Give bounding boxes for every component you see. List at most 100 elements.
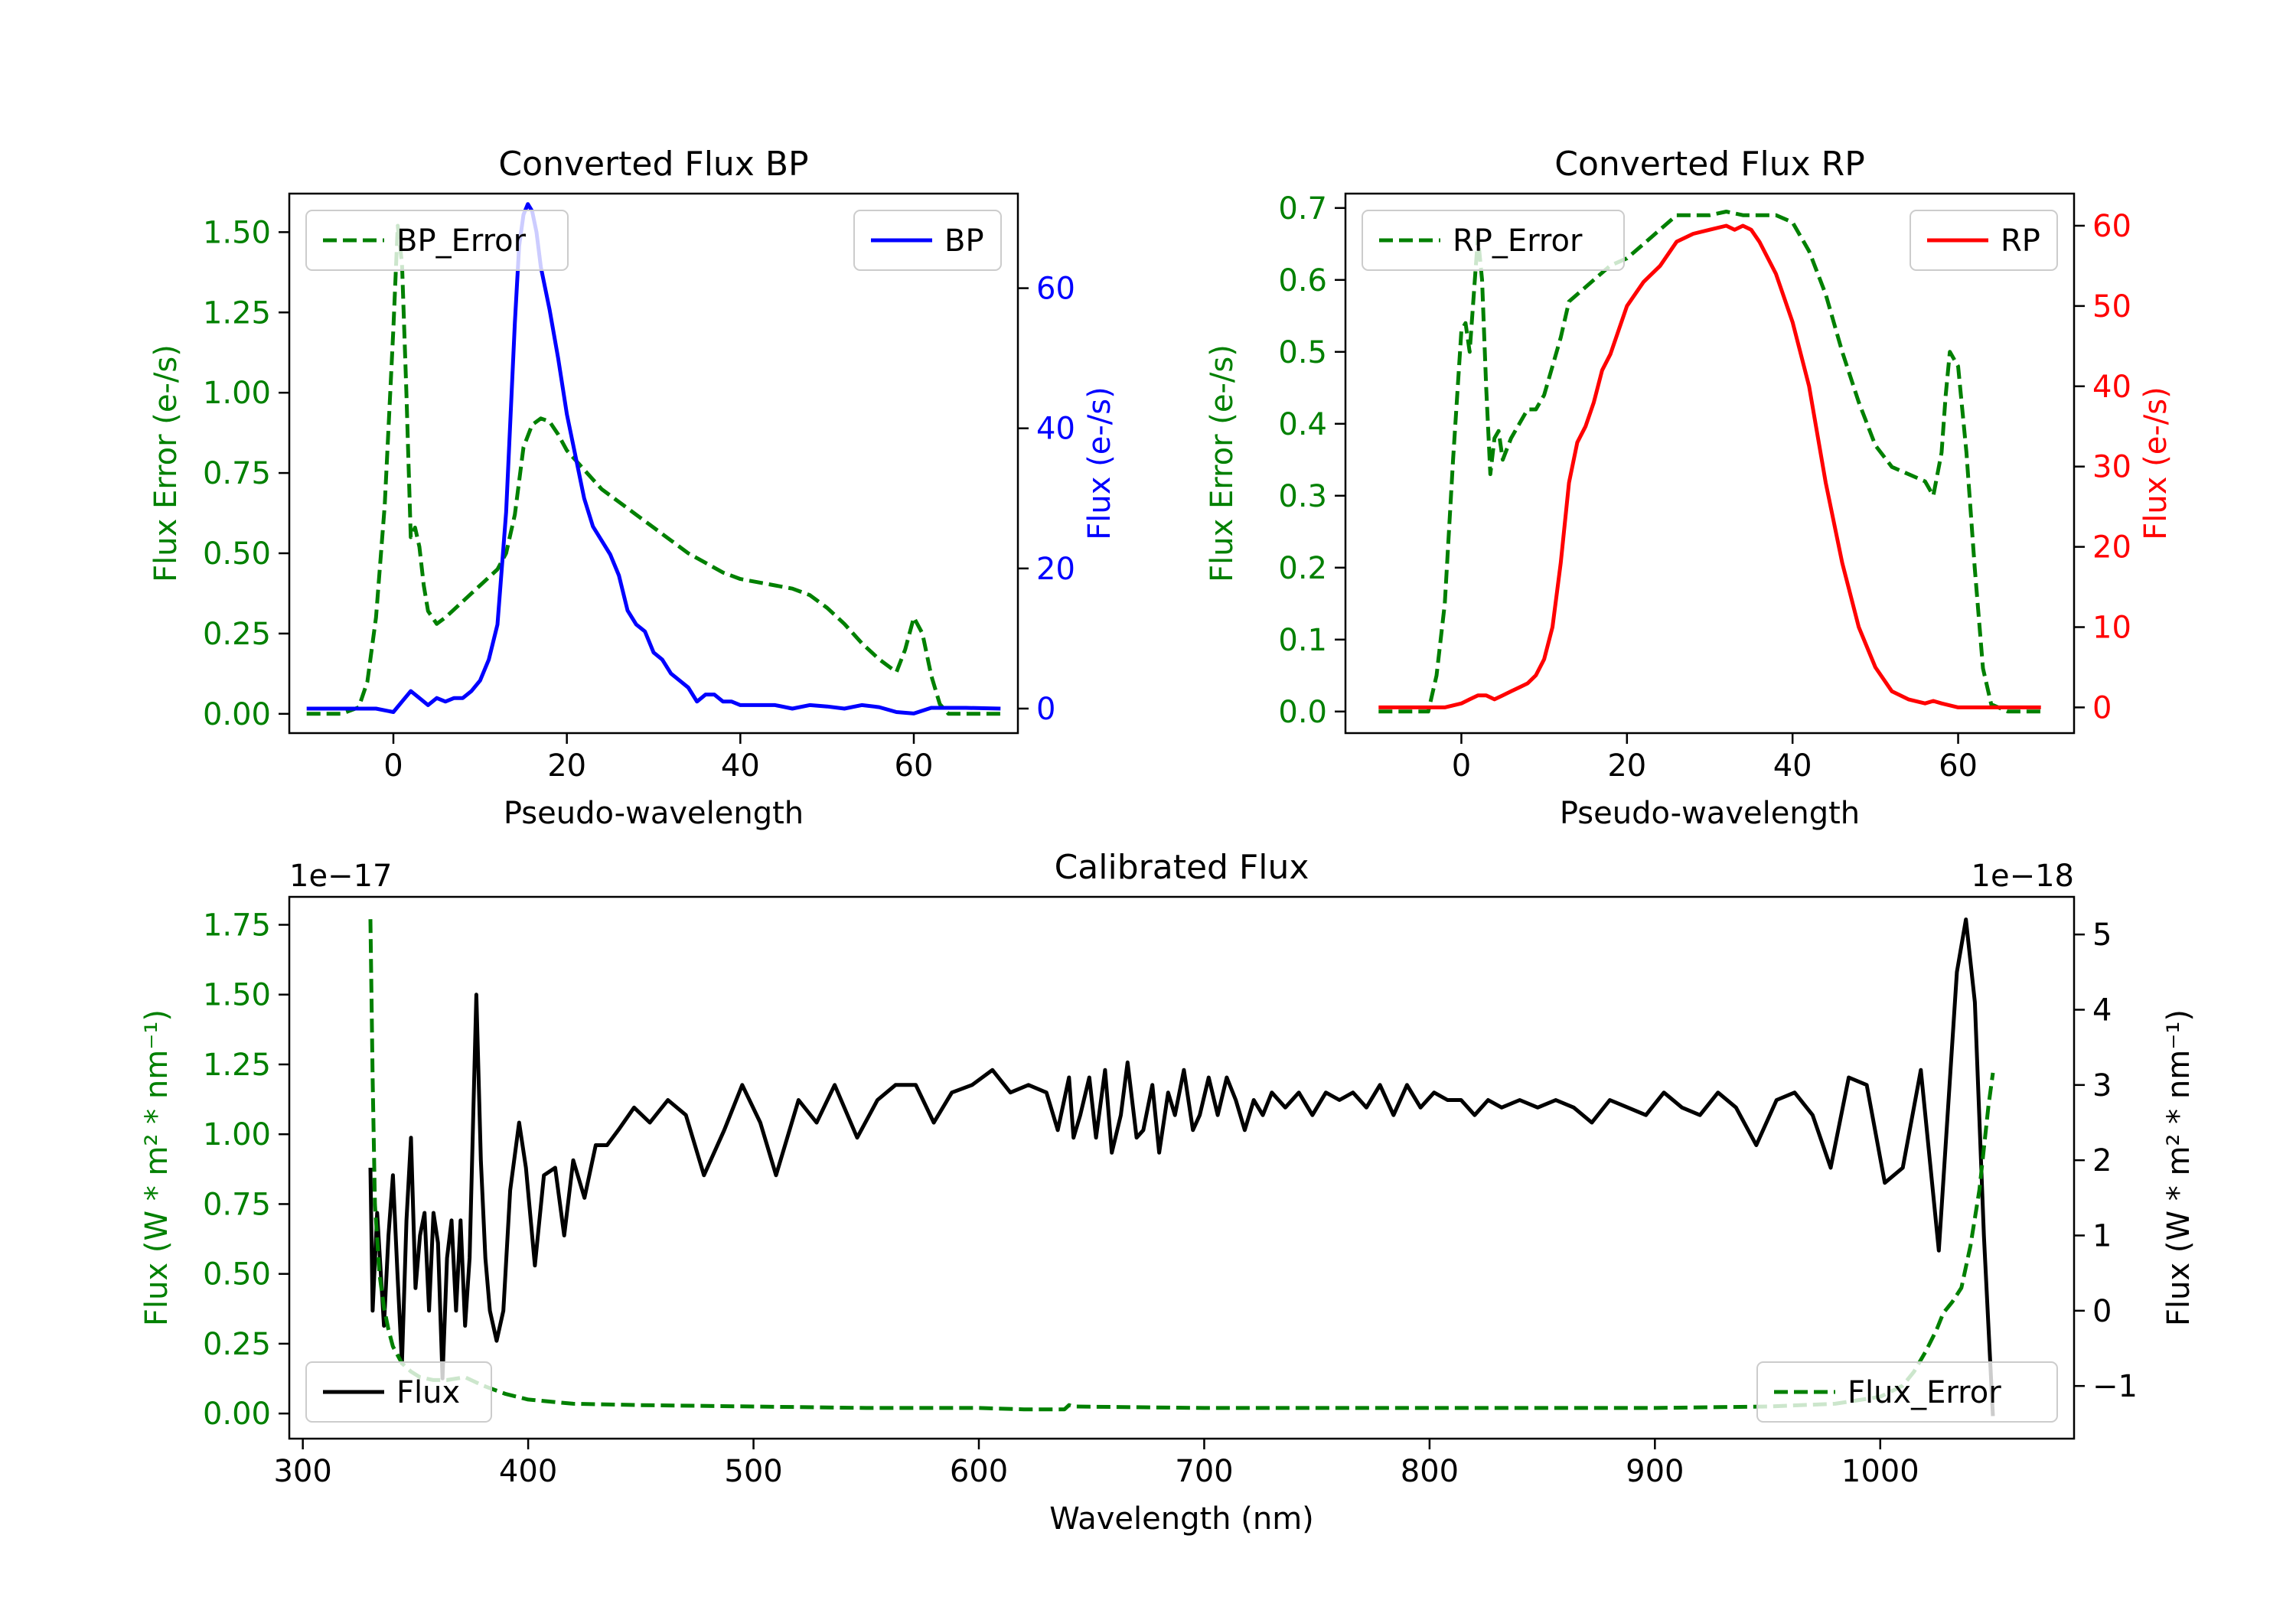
y-right-tick-label: 3 bbox=[2092, 1068, 2112, 1103]
y-left-tick-label: 0.25 bbox=[203, 617, 271, 652]
y-left-tick-label: 0.4 bbox=[1278, 407, 1327, 442]
y-right-tick-label: 2 bbox=[2092, 1143, 2112, 1178]
x-tick-label: 0 bbox=[1452, 748, 1471, 784]
x-axis-label: Pseudo-wavelength bbox=[504, 796, 804, 831]
chart-title: Calibrated Flux bbox=[1055, 848, 1309, 887]
y-right-tick-label: 0 bbox=[2092, 690, 2112, 725]
y-right-tick-label: 5 bbox=[2092, 918, 2112, 953]
y-left-tick-label: 0.2 bbox=[1278, 551, 1327, 586]
y-right-tick-label: 40 bbox=[2092, 370, 2131, 405]
x-tick-label: 1000 bbox=[1841, 1454, 1919, 1489]
y-left-tick-label: 0.00 bbox=[203, 697, 271, 732]
y-right-tick-label: 10 bbox=[2092, 611, 2131, 646]
x-axis-label: Wavelength (nm) bbox=[1049, 1501, 1314, 1537]
y-left-tick-label: 1.25 bbox=[203, 1048, 271, 1083]
x-tick-label: 500 bbox=[724, 1454, 782, 1489]
y-left-tick-label: 0.3 bbox=[1278, 479, 1327, 514]
x-axis-label: Pseudo-wavelength bbox=[1560, 796, 1860, 831]
chart-title: Converted Flux RP bbox=[1554, 145, 1865, 184]
x-tick-label: 60 bbox=[895, 748, 934, 784]
y-left-offset-label: 1e−17 bbox=[289, 859, 392, 894]
y-left-tick-label: 0.25 bbox=[203, 1327, 271, 1362]
axes-frame bbox=[1344, 192, 2076, 735]
chart-title: Converted Flux BP bbox=[498, 145, 808, 184]
legend-label: RP bbox=[2001, 223, 2040, 259]
legend-box bbox=[305, 1361, 492, 1423]
y-right-tick-label: 60 bbox=[1036, 272, 1075, 307]
y-left-axis-label: Flux Error (e-/s) bbox=[148, 344, 184, 582]
y-left-axis-label: Flux Error (e-/s) bbox=[1205, 344, 1240, 582]
x-tick-label: 20 bbox=[547, 748, 586, 784]
y-left-tick-label: 0.00 bbox=[203, 1397, 271, 1432]
y-right-tick-label: 50 bbox=[2092, 289, 2131, 324]
y-right-tick-label: 60 bbox=[2092, 209, 2131, 244]
x-tick-label: 900 bbox=[1626, 1454, 1684, 1489]
plots-layer: 0 20 40 600.000.250.500.751.001.251.5002040… bbox=[139, 145, 2197, 1537]
legend-flux: Flux bbox=[305, 1361, 492, 1423]
x-tick-label: 0 bbox=[383, 748, 403, 784]
y-right-tick-label: 1 bbox=[2092, 1219, 2112, 1254]
legend-rp: RP bbox=[1910, 210, 2058, 271]
y-right-tick-label: 4 bbox=[2092, 993, 2112, 1028]
axes-frame bbox=[288, 192, 1019, 735]
legend-bp-error: BP_Error bbox=[305, 210, 569, 271]
y-right-tick-label: 0 bbox=[2092, 1294, 2112, 1329]
legend-flux-error: Flux_Error bbox=[1756, 1361, 2058, 1423]
legend-bp: BP bbox=[853, 210, 1002, 271]
y-left-tick-label: 1.00 bbox=[203, 1117, 271, 1152]
series-line-bp-error bbox=[306, 223, 1001, 716]
x-tick-label: 600 bbox=[950, 1454, 1008, 1489]
legend-label: Flux bbox=[396, 1375, 460, 1410]
y-right-tick-label: 30 bbox=[2092, 450, 2131, 485]
legend-label: BP_Error bbox=[396, 223, 527, 259]
y-right-axis-label: Flux (e-/s) bbox=[1082, 386, 1117, 539]
legend-label: Flux_Error bbox=[1848, 1375, 2001, 1410]
y-right-tick-label: 0 bbox=[1036, 692, 1055, 727]
series-line-bp bbox=[306, 202, 1001, 715]
legend-box bbox=[305, 210, 569, 271]
series-group bbox=[368, 918, 1995, 1416]
y-left-tick-label: 0.6 bbox=[1278, 263, 1327, 298]
y-right-tick-label: 40 bbox=[1036, 412, 1075, 447]
x-tick-label: 300 bbox=[273, 1454, 331, 1489]
legend-rp-error: RP_Error bbox=[1362, 210, 1625, 271]
y-left-tick-label: 0.5 bbox=[1278, 335, 1327, 370]
x-tick-label: 40 bbox=[721, 748, 760, 784]
y-left-tick-label: 0.75 bbox=[203, 1187, 271, 1222]
legend-box bbox=[1756, 1361, 2058, 1423]
series-line-flux bbox=[368, 918, 1995, 1416]
y-left-tick-label: 0.1 bbox=[1278, 623, 1327, 658]
y-left-axis-label: Flux (W * m² * nm⁻¹) bbox=[139, 1009, 174, 1326]
x-tick-label: 400 bbox=[499, 1454, 557, 1489]
x-tick-label: 700 bbox=[1175, 1454, 1233, 1489]
y-left-tick-label: 0.7 bbox=[1278, 191, 1327, 227]
legend-box bbox=[1362, 210, 1625, 271]
series-line-flux-error bbox=[368, 919, 1995, 1412]
y-left-tick-label: 1.75 bbox=[203, 908, 271, 943]
x-tick-label: 800 bbox=[1401, 1454, 1459, 1489]
chart-rp: 0 20 40 60 0.0 0.1 0.2 0.3 0.4 0.5 0.6 0.7 0 10 20 30 40… bbox=[1205, 145, 2174, 831]
y-left-tick-label: 0.50 bbox=[203, 536, 271, 572]
x-tick-label: 40 bbox=[1773, 748, 1812, 784]
y-right-tick-label: 20 bbox=[2092, 530, 2131, 566]
y-right-axis-label: Flux (W * m² * nm⁻¹) bbox=[2161, 1009, 2197, 1326]
x-tick-label: 20 bbox=[1607, 748, 1646, 784]
axes-frame bbox=[288, 895, 2076, 1440]
y-left-tick-label: 1.50 bbox=[203, 978, 271, 1013]
legend-label: BP bbox=[944, 223, 984, 259]
y-right-offset-label: 1e−18 bbox=[1971, 859, 2074, 894]
legend-label: RP_Error bbox=[1453, 223, 1583, 259]
y-left-tick-label: 0.75 bbox=[203, 456, 271, 491]
y-left-tick-label: 0.0 bbox=[1278, 695, 1327, 730]
x-tick-label: 60 bbox=[1939, 748, 1978, 784]
y-right-tick-label: 20 bbox=[1036, 552, 1075, 587]
y-right-tick-label: −1 bbox=[2092, 1369, 2138, 1404]
chart-bp: 0 20 40 60 0.00 0.25 0.50 0.75 1.00 1.25 1.50 0 20 40… bbox=[148, 145, 1117, 831]
y-left-tick-label: 0.50 bbox=[203, 1257, 271, 1292]
y-right-axis-label: Flux (e-/s) bbox=[2138, 386, 2174, 539]
series-line-rp bbox=[1378, 223, 2041, 709]
y-left-tick-label: 1.00 bbox=[203, 376, 271, 411]
y-left-tick-label: 1.25 bbox=[203, 295, 271, 331]
series-group bbox=[306, 202, 1001, 716]
